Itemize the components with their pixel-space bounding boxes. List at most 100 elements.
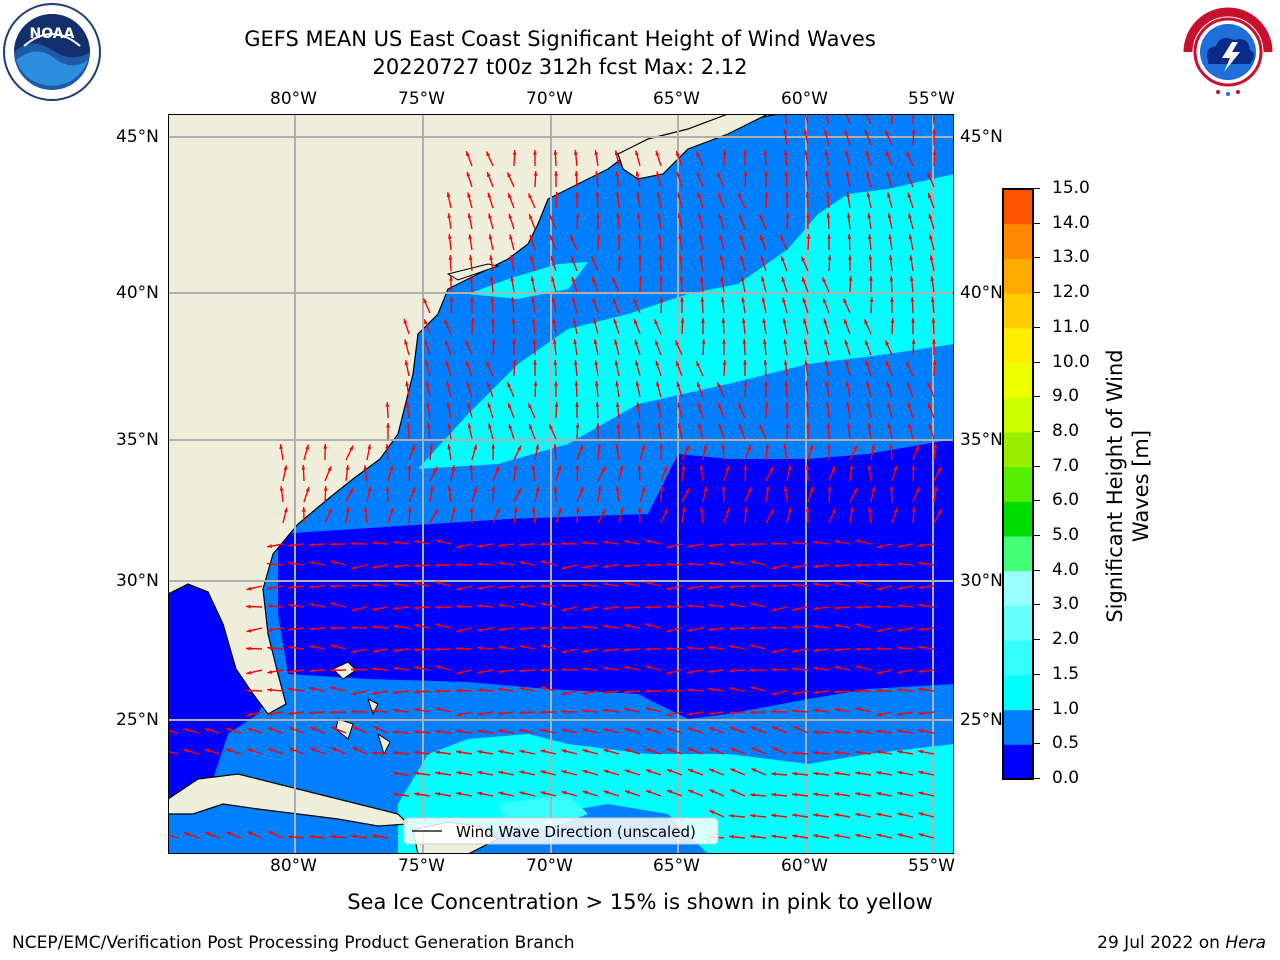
wave-direction-arrowhead: [771, 691, 777, 696]
wave-direction-arrowhead: [393, 771, 398, 776]
wave-direction-arrowhead: [729, 814, 734, 818]
wave-direction-arrowhead: [597, 486, 602, 491]
wave-direction-arrowhead: [184, 832, 189, 836]
wave-direction-arrowhead: [477, 770, 483, 775]
wave-direction-arrowhead: [637, 507, 642, 512]
lon-tick-bottom: 65°W: [653, 856, 700, 876]
wave-direction-arrowhead: [729, 644, 735, 649]
wave-direction-arrowhead: [488, 213, 492, 219]
wave-direction-arrowhead: [582, 749, 588, 753]
wave-direction-arrowhead: [477, 628, 483, 632]
wave-direction-arrowhead: [865, 340, 869, 346]
wave-direction-arrowhead: [855, 812, 861, 817]
graticule: [168, 114, 954, 854]
wave-direction-arrowhead: [792, 607, 798, 611]
wave-direction-arrowhead: [267, 688, 272, 692]
colorbar-tick-mark: [1034, 361, 1040, 363]
wave-direction-arrowhead: [414, 771, 419, 776]
wave-direction-arrowhead: [283, 465, 288, 471]
wave-direction-arrowhead: [641, 444, 645, 450]
arrow-legend: Wind Wave Direction (unscaled): [403, 817, 719, 845]
wave-direction-arrowhead: [507, 172, 512, 178]
wave-direction-arrowhead: [897, 833, 903, 838]
wave-direction-arrowhead: [425, 381, 430, 387]
wave-direction-arrowhead: [783, 360, 788, 365]
wave-direction-arrowhead: [456, 562, 461, 567]
wave-direction-arrowhead: [575, 402, 579, 407]
wave-direction-arrowhead: [309, 644, 315, 649]
wave-direction-arrowhead: [721, 318, 726, 323]
wave-direction-arrowhead: [582, 790, 588, 795]
wave-direction-arrowhead: [636, 213, 641, 218]
colorbar-segment: [1003, 709, 1033, 745]
wave-direction-arrowhead: [279, 444, 284, 450]
lon-tick-top: 65°W: [653, 89, 700, 109]
wave-direction-arrowhead: [824, 150, 829, 156]
wave-direction-arrowhead: [477, 670, 483, 674]
wave-direction-arrowhead: [824, 360, 829, 366]
wave-direction-arrowhead: [687, 646, 692, 650]
wave-direction-arrow: [825, 114, 830, 125]
wave-direction-arrowhead: [645, 539, 651, 544]
wave-direction-arrowhead: [918, 749, 924, 754]
wave-direction-arrowhead: [372, 625, 377, 629]
wave-direction-arrowhead: [425, 360, 429, 366]
wave-direction-arrowhead: [411, 487, 416, 493]
wave-direction-arrowhead: [783, 129, 788, 135]
wave-direction-arrowhead: [729, 560, 735, 565]
wave-direction-arrowhead: [646, 790, 651, 794]
wave-direction-arrowhead: [703, 486, 708, 492]
lat-tick-right: 40°N: [960, 283, 1003, 303]
wave-direction-arrowhead: [792, 649, 798, 653]
wave-direction-arrowhead: [918, 561, 923, 566]
wave-direction-arrowhead: [688, 789, 694, 794]
wave-direction-arrowhead: [918, 833, 924, 837]
wave-direction-arrowhead: [687, 604, 692, 608]
wave-direction-arrowhead: [519, 728, 525, 733]
wave-direction-arrowhead: [729, 834, 734, 839]
wave-direction-arrowhead: [435, 665, 441, 670]
wave-direction-arrowhead: [834, 623, 840, 628]
wave-direction-arrowhead: [414, 689, 419, 694]
wave-direction-arrowhead: [511, 318, 516, 323]
wave-direction-arrowhead: [932, 339, 936, 344]
wave-direction-arrowhead: [519, 791, 525, 796]
wave-direction-arrowhead: [793, 726, 799, 731]
wave-direction-arrowhead: [688, 769, 694, 773]
wave-direction-arrowhead: [876, 791, 882, 796]
wave-direction-arrowhead: [709, 748, 715, 752]
wave-direction-arrowhead: [780, 235, 785, 241]
wave-direction-arrowhead: [615, 486, 620, 491]
wave-direction-arrowhead: [477, 729, 483, 734]
wave-direction-arrowhead: [596, 423, 600, 428]
wave-direction-arrowhead: [393, 540, 398, 545]
wave-direction-arrowhead: [498, 669, 503, 674]
wave-direction-arrowhead: [697, 192, 702, 198]
wave-direction-arrowhead: [582, 691, 588, 695]
wave-direction-arrow: [865, 114, 872, 125]
wave-direction-arrowhead: [554, 402, 559, 407]
wave-direction-arrowhead: [834, 581, 840, 586]
wave-direction-arrowhead: [792, 813, 797, 818]
wave-direction-arrowhead: [906, 151, 911, 157]
wave-direction-arrow: [891, 114, 894, 125]
wave-direction-arrowhead: [659, 276, 663, 281]
wave-direction-arrowhead: [747, 487, 752, 493]
wave-direction-arrowhead: [330, 686, 336, 691]
wave-direction-arrowhead: [866, 192, 871, 198]
wave-direction-arrowhead: [372, 607, 378, 611]
wave-direction-arrowhead: [309, 584, 314, 589]
wave-direction-arrowhead: [540, 626, 545, 631]
wave-direction-arrowhead: [656, 171, 660, 177]
wave-direction-arrowhead: [636, 192, 641, 198]
wave-direction-arrowhead: [666, 628, 672, 633]
wave-direction-arrowhead: [834, 813, 840, 817]
wave-direction-arrowhead: [771, 813, 776, 818]
wave-direction-arrowhead: [517, 445, 521, 451]
wave-direction-arrowhead: [435, 729, 440, 734]
wave-direction-arrowhead: [805, 192, 810, 197]
wave-direction-arrowhead: [680, 318, 685, 323]
colorbar-tick-mark: [1034, 292, 1040, 294]
wave-direction-arrowhead: [540, 668, 545, 673]
wave-direction-arrowhead: [843, 298, 848, 304]
